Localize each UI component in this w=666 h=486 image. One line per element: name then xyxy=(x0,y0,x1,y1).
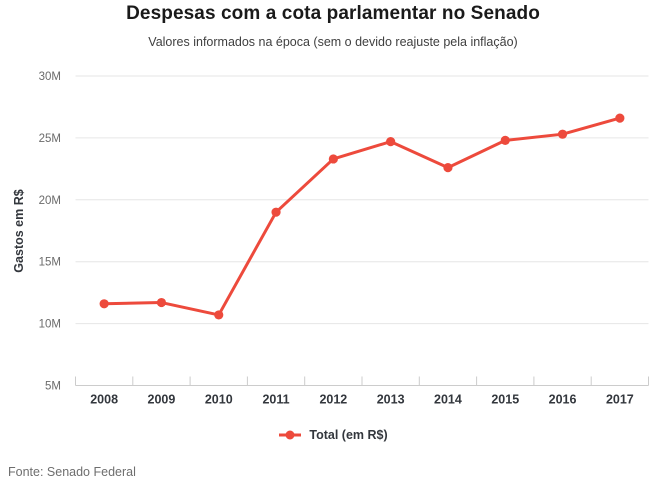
data-point-2008[interactable] xyxy=(99,299,109,309)
source-note: Fonte: Senado Federal xyxy=(8,465,136,479)
data-point-2010[interactable] xyxy=(214,310,224,320)
x-axis-label-2017: 2017 xyxy=(606,393,634,407)
data-point-2009[interactable] xyxy=(156,297,167,308)
x-axis-label-2012: 2012 xyxy=(319,393,347,407)
data-point-2013[interactable] xyxy=(386,137,396,147)
data-point-2015[interactable] xyxy=(500,135,510,145)
legend: Total (em R$) xyxy=(0,428,666,442)
x-axis-label-2011: 2011 xyxy=(262,393,289,407)
data-point-2017[interactable] xyxy=(615,113,625,123)
data-point-2016[interactable] xyxy=(557,129,568,139)
legend-item-total[interactable]: Total (em R$) xyxy=(278,428,388,442)
series-line-total xyxy=(102,116,622,317)
data-point-2012[interactable] xyxy=(328,154,338,164)
data-point-2011[interactable] xyxy=(271,207,281,217)
legend-label: Total (em R$) xyxy=(309,428,388,442)
chart-subtitle: Valores informados na época (sem o devid… xyxy=(148,35,518,49)
y-axis-tick-label: 5M xyxy=(45,381,61,393)
chart-title: Despesas com a cota parlamentar no Senad… xyxy=(126,3,540,24)
x-axis-label-2013: 2013 xyxy=(377,393,405,407)
y-axis-tick-label: 30M xyxy=(39,71,61,83)
y-axis-tick-label: 10M xyxy=(39,319,61,331)
y-axis-tick-label: 25M xyxy=(39,133,61,145)
data-point-2014[interactable] xyxy=(443,163,453,173)
x-axis-label-2015: 2015 xyxy=(491,393,519,407)
y-axis-tick-label: 20M xyxy=(39,195,61,207)
x-axis-label-2009: 2009 xyxy=(148,393,176,407)
x-axis-label-2010: 2010 xyxy=(205,393,233,407)
legend-line-marker-icon xyxy=(279,430,302,440)
x-axis-label-2014: 2014 xyxy=(434,393,462,407)
x-axis-label-2008: 2008 xyxy=(90,393,118,407)
y-axis-title: Gastos em R$ xyxy=(12,189,26,273)
plot-area: 5M 10M 15M 20M 25M 30M 2008 2009 2010 2011 2012 201… xyxy=(39,71,649,407)
x-axis-label-2016: 2016 xyxy=(549,393,577,407)
y-axis-tick-label: 15M xyxy=(39,257,61,269)
